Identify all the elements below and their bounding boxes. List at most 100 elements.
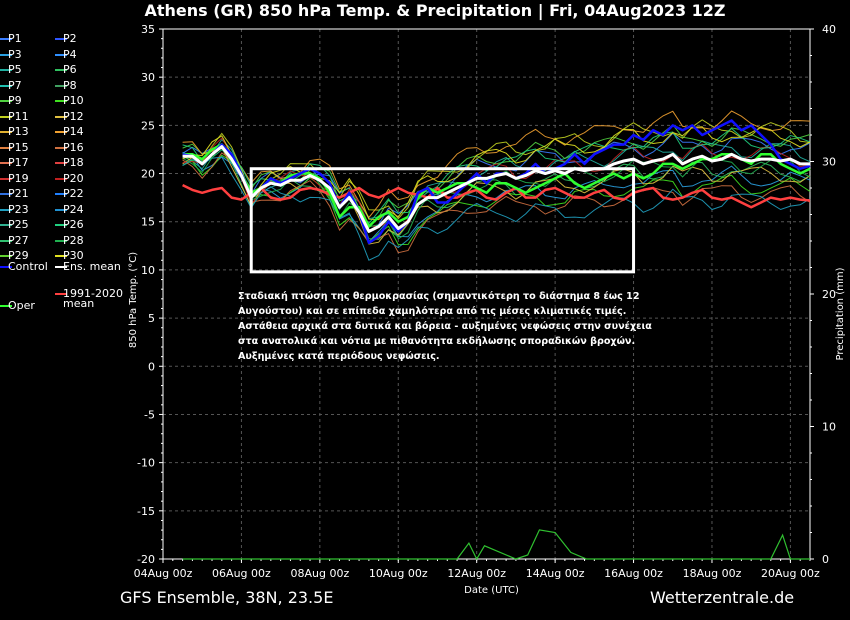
legend-swatch — [0, 100, 12, 102]
legend-swatch — [0, 305, 12, 307]
legend-swatch — [0, 115, 12, 118]
ensemble-line-p5 — [182, 138, 811, 231]
y-tick-label: -15 — [137, 505, 155, 518]
highlight-rectangle — [249, 167, 636, 274]
ensemble-line-p20 — [182, 137, 811, 233]
legend-swatch — [0, 131, 12, 133]
legend-label: Oper — [8, 299, 35, 312]
x-tick-label: 12Aug 00z — [447, 567, 506, 580]
y-tick-label: 5 — [148, 312, 155, 325]
legend-swatch — [55, 293, 67, 295]
legend-label: P9 — [8, 94, 22, 107]
x-tick-label: 14Aug 00z — [526, 567, 585, 580]
y-tick-label: 15 — [141, 216, 155, 229]
legend-item: 1991-2020 mean — [55, 287, 135, 309]
ensemble-line-p16 — [182, 152, 811, 254]
source-credit: Wetterzentrale.de — [650, 588, 795, 607]
legend-label: P3 — [8, 47, 22, 61]
legend-swatch — [0, 177, 12, 180]
legend-item: Ens. mean — [55, 260, 135, 274]
legend-swatch — [0, 162, 12, 164]
x-tick-label: 08Aug 00z — [290, 567, 349, 580]
x-tick-label: 20Aug 00z — [761, 567, 820, 580]
legend-swatch — [55, 53, 67, 56]
legend-swatch — [55, 84, 67, 87]
y-axis-title: 850 hPa Temp. (°C) — [128, 252, 139, 348]
y2-axis-title: Precipitation (mm) — [835, 267, 846, 360]
legend-item: Control — [0, 260, 80, 274]
legend-label: P21 — [8, 187, 29, 200]
legend-label: P19 — [8, 171, 29, 185]
legend-swatch — [55, 69, 67, 71]
legend-label: P16 — [63, 140, 84, 154]
legend-swatch — [55, 239, 67, 242]
legend-label: P28 — [63, 233, 84, 247]
legend-swatch — [0, 208, 12, 211]
legend-swatch — [0, 84, 12, 87]
legend-swatch — [55, 131, 67, 133]
legend-swatch — [55, 146, 67, 149]
y2-tick-label: 40 — [822, 23, 836, 36]
legend-label: P10 — [63, 94, 84, 107]
y-tick-label: 0 — [148, 360, 155, 373]
legend-label: P20 — [63, 171, 84, 185]
x-tick-label: 06Aug 00z — [212, 567, 271, 580]
legend-swatch — [55, 115, 67, 118]
legend-label: Control — [8, 260, 48, 273]
legend-label: P22 — [63, 187, 84, 200]
legend-item: Oper — [0, 299, 80, 313]
y-tick-label: -5 — [144, 408, 155, 421]
legend-label: P18 — [63, 156, 84, 169]
legend-label: P4 — [63, 47, 77, 61]
grid — [163, 29, 810, 559]
legend-label: P6 — [63, 63, 77, 76]
y-tick-label: 10 — [141, 264, 155, 277]
model-info: GFS Ensemble, 38N, 23.5E — [120, 588, 334, 607]
legend-label: P27 — [8, 233, 29, 247]
x-tick-label: 04Aug 00z — [134, 567, 193, 580]
y2-tick-label: 10 — [822, 421, 836, 434]
y-tick-label: -20 — [137, 553, 155, 566]
x-tick-label: 16Aug 00z — [604, 567, 663, 580]
highlight-box — [249, 167, 636, 274]
y-tick-label: 20 — [141, 168, 155, 181]
legend-swatch — [55, 162, 67, 164]
y-tick-label: 35 — [141, 23, 155, 36]
legend-label: P30 — [63, 249, 84, 262]
legend-label: Ens. mean — [63, 260, 121, 273]
legend-swatch — [0, 266, 12, 268]
legend-swatch — [0, 146, 12, 149]
ensemble-line-p23 — [182, 156, 811, 261]
y2-tick-label: 20 — [822, 288, 836, 301]
legend-swatch — [0, 69, 12, 71]
legend-label: P2 — [63, 32, 77, 45]
legend-swatch — [0, 255, 12, 257]
legend-swatch — [55, 177, 67, 180]
legend-swatch — [0, 53, 12, 56]
legend-swatch — [0, 193, 12, 195]
legend-label: P8 — [63, 78, 77, 92]
y2-tick-label: 0 — [822, 553, 829, 566]
series-ens-mean — [182, 145, 810, 233]
x-tick-label: 10Aug 00z — [369, 567, 428, 580]
legend-label: P5 — [8, 63, 22, 76]
y-tick-label: 25 — [141, 119, 155, 132]
chart-title: Athens (GR) 850 hPa Temp. & Precipitatio… — [144, 1, 726, 20]
y2-tick-label: 30 — [822, 156, 836, 169]
series-control — [182, 119, 811, 245]
annotation-text: Σταδιακή πτώση της θερμοκρασίας (σημαντι… — [238, 291, 652, 362]
x-tick-label: 18Aug 00z — [683, 567, 742, 580]
series-1991-2020-mean — [182, 183, 811, 209]
legend-label: P13 — [8, 125, 29, 138]
legend-label: P25 — [8, 218, 29, 231]
legend-label: P26 — [63, 218, 84, 231]
legend-swatch — [0, 224, 12, 226]
legend-label: P17 — [8, 156, 29, 169]
legend-swatch — [55, 266, 67, 268]
ensemble-line-p11 — [182, 119, 811, 220]
legend-swatch — [55, 193, 67, 195]
legend-label: P24 — [63, 202, 84, 216]
legend-swatch — [55, 208, 67, 211]
legend-swatch — [0, 239, 12, 242]
